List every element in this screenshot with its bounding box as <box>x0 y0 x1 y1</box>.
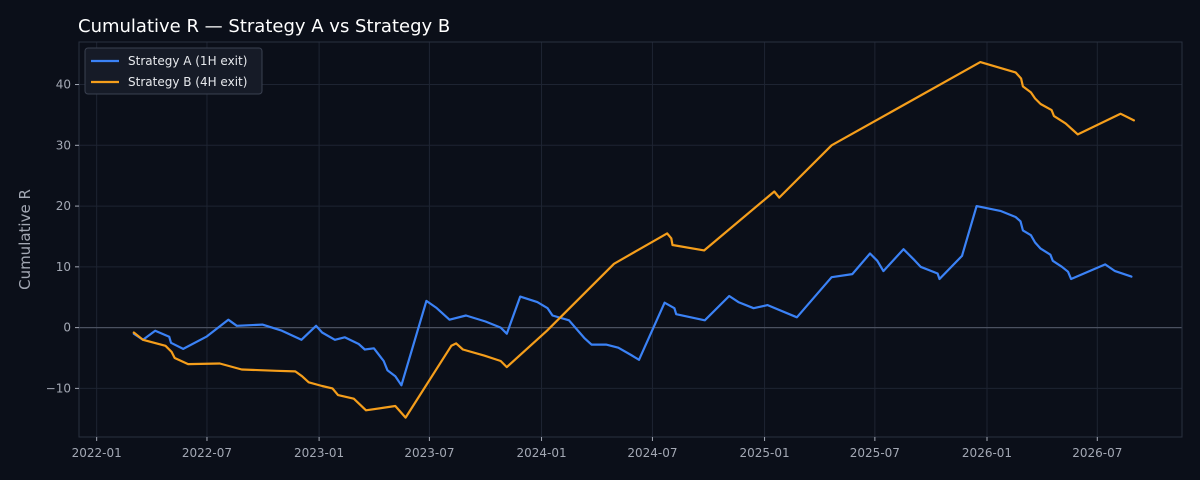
legend-box <box>84 47 263 95</box>
grid-lines <box>79 42 1182 437</box>
y-tick-label: 0 <box>63 321 71 335</box>
x-axis: 2022-01 2022-07 2023-01 2023-07 2024-01 2024-… <box>72 437 1122 460</box>
x-tick-label: 2025-07 <box>850 446 900 460</box>
chart-title: Cumulative R — Strategy A vs Strategy B <box>78 16 450 37</box>
series-line-strategy-a <box>132 205 1133 387</box>
x-tick-label: 2024-07 <box>627 446 677 460</box>
legend-label: Strategy B (4H exit) <box>128 75 247 89</box>
y-axis: −10 0 10 20 30 40 <box>46 78 79 395</box>
y-axis-label: Cumulative R <box>16 189 34 290</box>
series-lines <box>132 60 1136 419</box>
legend-label: Strategy A (1H exit) <box>128 54 247 68</box>
y-tick-label: 40 <box>56 78 71 92</box>
plot-frame <box>78 41 1183 438</box>
y-tick-label: 20 <box>56 199 71 213</box>
x-tick-label: 2023-07 <box>404 446 454 460</box>
y-tick-label: 10 <box>56 260 71 274</box>
y-tick-label: −10 <box>46 381 71 395</box>
x-tick-label: 2026-01 <box>962 446 1012 460</box>
x-tick-label: 2025-01 <box>739 446 789 460</box>
x-tick-label: 2023-01 <box>294 446 344 460</box>
y-tick-label: 30 <box>56 138 71 152</box>
x-tick-label: 2026-07 <box>1072 446 1122 460</box>
x-tick-label: 2022-01 <box>72 446 122 460</box>
x-tick-label: 2022-07 <box>182 446 232 460</box>
x-tick-label: 2024-01 <box>516 446 566 460</box>
series-line-strategy-b <box>132 60 1136 419</box>
legend: Strategy A (1H exit) Strategy B (4H exit) <box>84 47 263 95</box>
